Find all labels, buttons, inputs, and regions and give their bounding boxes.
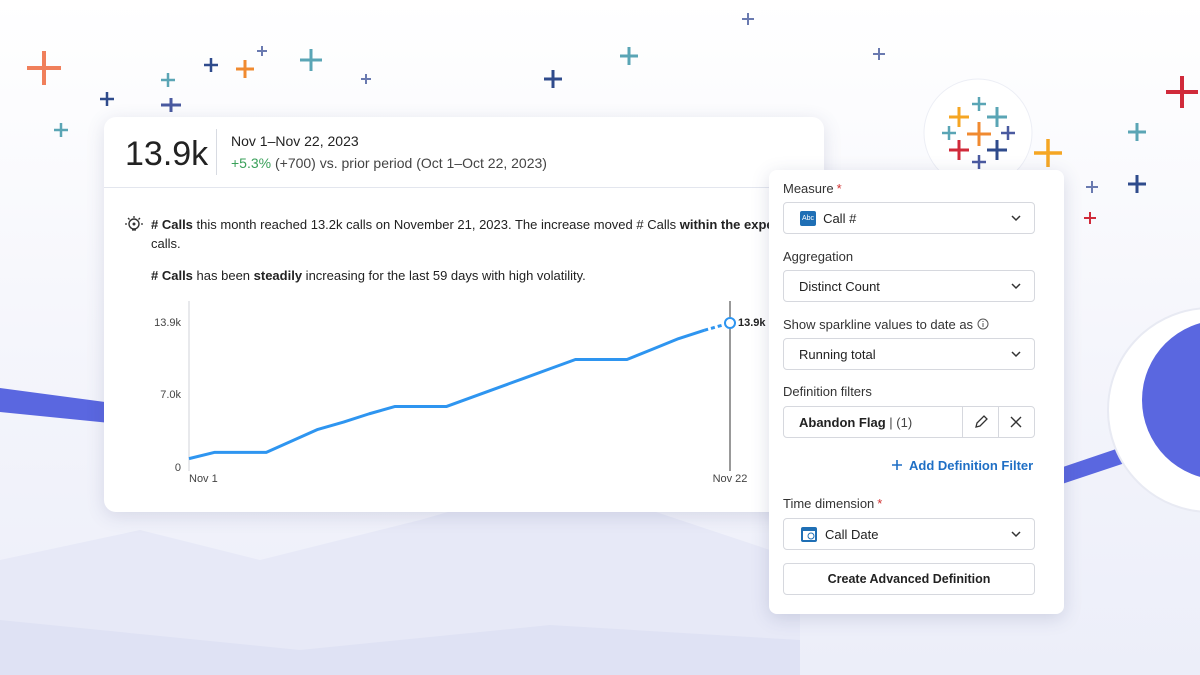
insight-icon (125, 216, 143, 231)
select-value: Distinct Count (799, 278, 880, 294)
chevron (1011, 283, 1021, 290)
label-text: Measure (783, 181, 834, 196)
time-select[interactable]: Call Date (783, 518, 1035, 550)
y-tick-label: 7.0k (160, 389, 181, 401)
create-button[interactable]: Create Advanced Definition (783, 563, 1035, 595)
insight-run: # Calls (151, 268, 193, 283)
field-icon: Abc (800, 210, 817, 226)
metric-card: 13.9k Nov 1–Nov 22, 2023 +5.3% (+700) vs… (104, 117, 824, 512)
field-label: Time dimension * (783, 496, 882, 511)
edit-button[interactable] (973, 414, 989, 430)
insight-run: # Calls (151, 217, 193, 232)
filter-chip: Abandon Flag | (1) (783, 406, 1035, 438)
filter-name: Abandon Flag (799, 414, 886, 430)
insight-line: # Calls has been steadily increasing for… (151, 268, 586, 283)
required-mark: * (836, 181, 842, 196)
x-tick-label: Nov 22 (713, 473, 748, 485)
remove-button[interactable] (1008, 414, 1024, 430)
y-tick-label: 0 (175, 462, 181, 474)
insight-run: this month reached 13.2k calls on Novemb… (192, 217, 680, 232)
select-value: Running total (799, 346, 876, 362)
insight-run: steadily (253, 268, 303, 283)
plus-icon (892, 460, 902, 470)
chevron (1011, 351, 1021, 358)
value-label: 13.9k (738, 317, 766, 329)
button-text: Create Advanced Definition (827, 572, 991, 586)
add-filter-link[interactable]: Add Definition Filter (891, 458, 1033, 473)
field-label: Aggregation (783, 249, 854, 264)
insight-run: increasing for the last 59 days with hig… (302, 268, 586, 283)
metric-comparison: (+700) vs. prior period (Oct 1–Oct 22, 2… (274, 155, 547, 171)
link-text: Add Definition Filter (909, 458, 1034, 473)
metric-value: 13.9k (125, 135, 209, 173)
insight-line: calls. (151, 236, 181, 251)
chevron (1011, 531, 1021, 538)
label-text: Time dimension (783, 496, 875, 511)
end-point (724, 317, 736, 329)
x-tick-label: Nov 1 (189, 473, 218, 485)
field-label: Definition filters (783, 384, 872, 399)
divider (216, 129, 217, 175)
info-icon[interactable] (977, 318, 989, 330)
metric-period: Nov 1–Nov 22, 2023 (231, 133, 359, 149)
select-value: Call # (823, 210, 857, 226)
label-text: Show sparkline values to date as (783, 317, 974, 332)
metric-change-row: +5.3% (+700) vs. prior period (Oct 1–Oct… (231, 155, 547, 171)
metric-change: +5.3% (231, 155, 272, 171)
line (188, 328, 705, 461)
required-mark: * (877, 496, 883, 511)
insight-run: has been (192, 268, 254, 283)
chevron (1011, 215, 1021, 222)
sparkline-select[interactable]: Running total (783, 338, 1035, 370)
separator (104, 187, 824, 188)
insight-run: calls. (151, 236, 181, 251)
date-icon (801, 527, 817, 542)
field-label: Show sparkline values to date as (783, 317, 989, 332)
insight-line: # Calls this month reached 13.2k calls o… (151, 217, 792, 232)
filter-count: | (1) (885, 414, 913, 430)
aggregation-select[interactable]: Distinct Count (783, 270, 1035, 302)
sparkline-chart: 0 7.0k 13.9k Nov 1 Nov 22 13.9k (154, 301, 766, 485)
measure-select[interactable]: Abc Call # (783, 202, 1035, 234)
definition-panel: Measure * Abc Call # Aggregation Distinct … (769, 170, 1064, 614)
y-tick-label: 13.9k (154, 317, 181, 329)
select-value: Call Date (825, 526, 879, 542)
field-label: Measure * (783, 181, 842, 196)
